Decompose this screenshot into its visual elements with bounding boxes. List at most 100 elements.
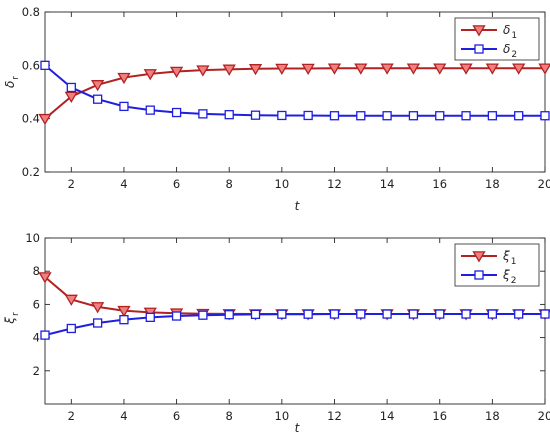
series-2-point (198, 109, 208, 119)
x-tick-label: 16 (432, 177, 447, 191)
x-tick-label: 18 (485, 177, 500, 191)
legend-label-1: δ1 (503, 23, 517, 41)
series-2-point (487, 309, 498, 319)
y-axis-label-symbol: ξ (3, 317, 17, 325)
series-1-point (169, 66, 184, 78)
series-1-point (196, 65, 210, 77)
series-2-point (329, 309, 340, 319)
y-tick-label: 10 (25, 231, 40, 245)
series-1-point (143, 69, 157, 81)
series-2-point (145, 312, 155, 322)
legend-marker-2 (474, 270, 484, 280)
legend-label-2-symbol: ξ (502, 268, 510, 282)
x-tick-label: 16 (432, 409, 447, 423)
series-2 (40, 60, 550, 121)
series-2-point (171, 311, 182, 321)
legend-label-1-symbol: δ (503, 23, 510, 37)
legend-marker-1 (472, 251, 486, 263)
legend-marker-1 (472, 25, 486, 37)
series-2-point (224, 310, 234, 320)
legend-label-1-subscript: 1 (511, 257, 517, 267)
series-1-point (380, 63, 394, 75)
series-1-point (406, 63, 421, 75)
series-2-point (92, 318, 103, 328)
series-2-point (119, 101, 129, 112)
legend-box (454, 17, 540, 61)
series-1-point (301, 63, 315, 76)
series-1-line (44, 67, 545, 120)
series-2-point (408, 309, 419, 319)
series-2-point (145, 105, 155, 115)
x-tick-label: 14 (380, 409, 395, 423)
y-axis-label-symbol: δ (3, 81, 17, 88)
series-2-point (435, 309, 445, 319)
series-2-point (66, 323, 76, 334)
series-2-point (40, 60, 50, 70)
legend-label-2-subscript: 2 (511, 276, 517, 286)
series-1-point (354, 63, 368, 75)
y-tick-label: 6 (33, 297, 40, 311)
legend-label-2-subscript: 2 (511, 50, 517, 60)
y-tick-label: 0.2 (22, 165, 40, 179)
series-2-point (171, 107, 182, 118)
series-2-point (382, 111, 392, 121)
y-tick-label: 0.8 (22, 5, 40, 19)
x-tick-label: 6 (173, 409, 180, 423)
y-axis-label: δr (3, 76, 21, 88)
y-tick-label: 0.6 (22, 58, 40, 72)
y-axis-label-subscript: r (11, 312, 21, 316)
series-2-point (277, 110, 287, 121)
legend-label-1-symbol: ξ (502, 249, 510, 263)
x-tick-label: 2 (68, 409, 75, 423)
x-tick-label: 20 (538, 177, 550, 191)
series-2-point (356, 111, 366, 121)
x-tick-label: 8 (226, 177, 233, 191)
x-tick-label: 14 (380, 177, 395, 191)
y-tick-label: 8 (33, 264, 40, 278)
y-axis-label-subscript: r (11, 76, 21, 80)
series-2-point (487, 111, 498, 121)
x-tick-label: 12 (327, 409, 342, 423)
series-2-point (303, 110, 313, 121)
series-1 (38, 63, 550, 126)
y-axis-label-group: δr (3, 76, 21, 88)
y-tick-label: 0.4 (22, 112, 40, 126)
series-2-point (356, 309, 366, 319)
x-tick-label: 8 (226, 409, 233, 423)
legend-label-2-symbol: δ (503, 42, 510, 56)
series-2-point (198, 310, 208, 320)
series-2-point (329, 111, 340, 121)
series-2-point (277, 309, 287, 319)
series-1-point (222, 64, 236, 76)
series-1-point (38, 272, 52, 284)
series-2-point (514, 111, 524, 121)
x-tick-label: 6 (173, 177, 180, 191)
series-1-point (459, 63, 473, 75)
series-2-point (119, 315, 129, 325)
x-tick-label: 12 (327, 177, 342, 191)
x-tick-label: 10 (275, 177, 290, 191)
legend-label-1: ξ1 (502, 249, 516, 267)
legend-marker-2 (474, 44, 484, 54)
series-1-point (64, 91, 78, 104)
x-tick-label: 4 (120, 409, 127, 423)
x-tick-label: 10 (275, 409, 290, 423)
series-2-point (303, 309, 313, 319)
series-2-point (435, 111, 445, 121)
x-tick-label: 4 (120, 177, 127, 191)
x-tick-label: 18 (485, 409, 500, 423)
x-axis-label: t (295, 421, 301, 435)
series-2-point (92, 94, 103, 104)
series-1-point (90, 302, 105, 314)
y-tick-label: 4 (33, 331, 40, 345)
series-2-point (461, 111, 471, 121)
series-1-point (433, 63, 447, 75)
series-2-point (540, 309, 550, 319)
x-axis-label: t (295, 199, 301, 213)
series-2-point (540, 111, 550, 121)
legend-label-2: δ2 (503, 42, 517, 60)
series-2-point (514, 309, 524, 319)
